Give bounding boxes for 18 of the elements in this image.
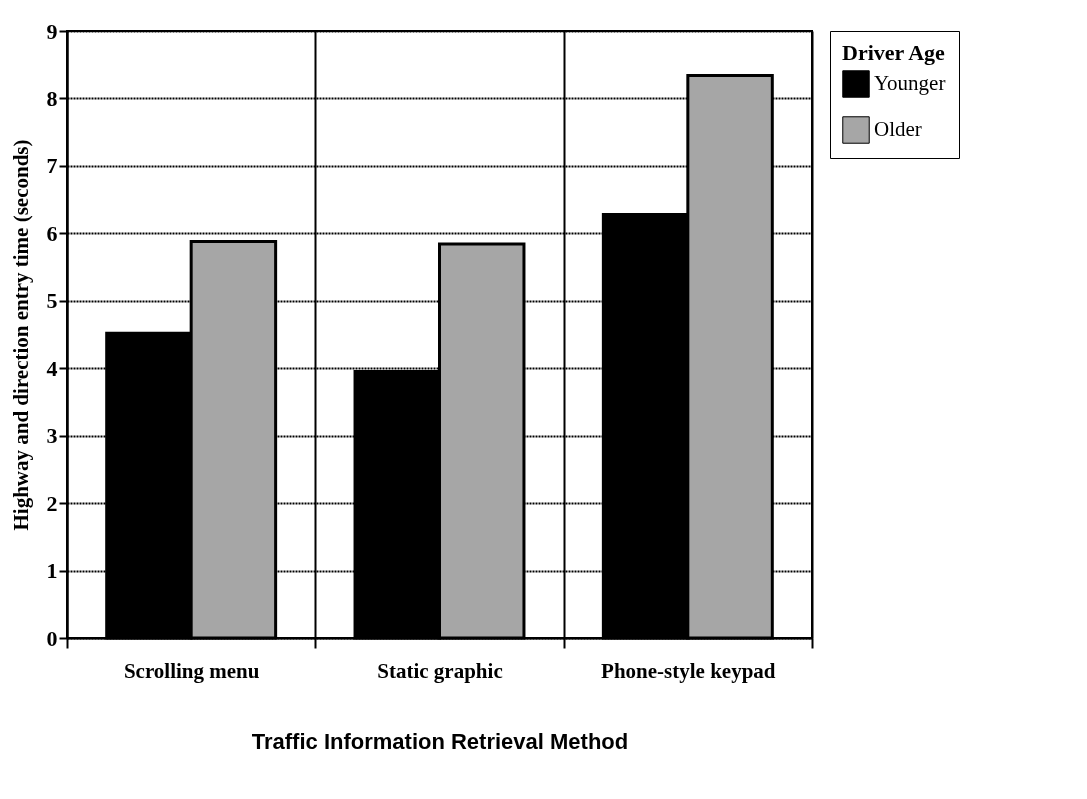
y-tick-label: 5 <box>46 288 58 314</box>
y-tick-label: 2 <box>46 490 58 516</box>
y-tick-label: 3 <box>46 423 58 449</box>
x-tick-label: Phone-style keypad <box>601 658 776 683</box>
y-axis-title: Highway and direction entry time (seconds) <box>8 139 33 531</box>
y-tick-label: 6 <box>46 220 58 246</box>
x-tick-label: Static graphic <box>377 658 503 683</box>
legend-label: Younger <box>874 71 946 95</box>
x-tick-label: Scrolling menu <box>123 658 260 683</box>
legend-title: Driver Age <box>842 40 946 65</box>
y-tick-label: 0 <box>46 625 58 651</box>
y-tick-label: 8 <box>46 85 58 111</box>
y-tick-label: 1 <box>46 558 58 584</box>
x-axis-title: Traffic Information Retrieval Method <box>251 728 629 754</box>
y-tick-label: 4 <box>46 355 58 381</box>
y-tick-label: 7 <box>46 153 58 179</box>
y-tick-label: 9 <box>46 18 58 44</box>
legend-label: Older <box>874 117 922 141</box>
